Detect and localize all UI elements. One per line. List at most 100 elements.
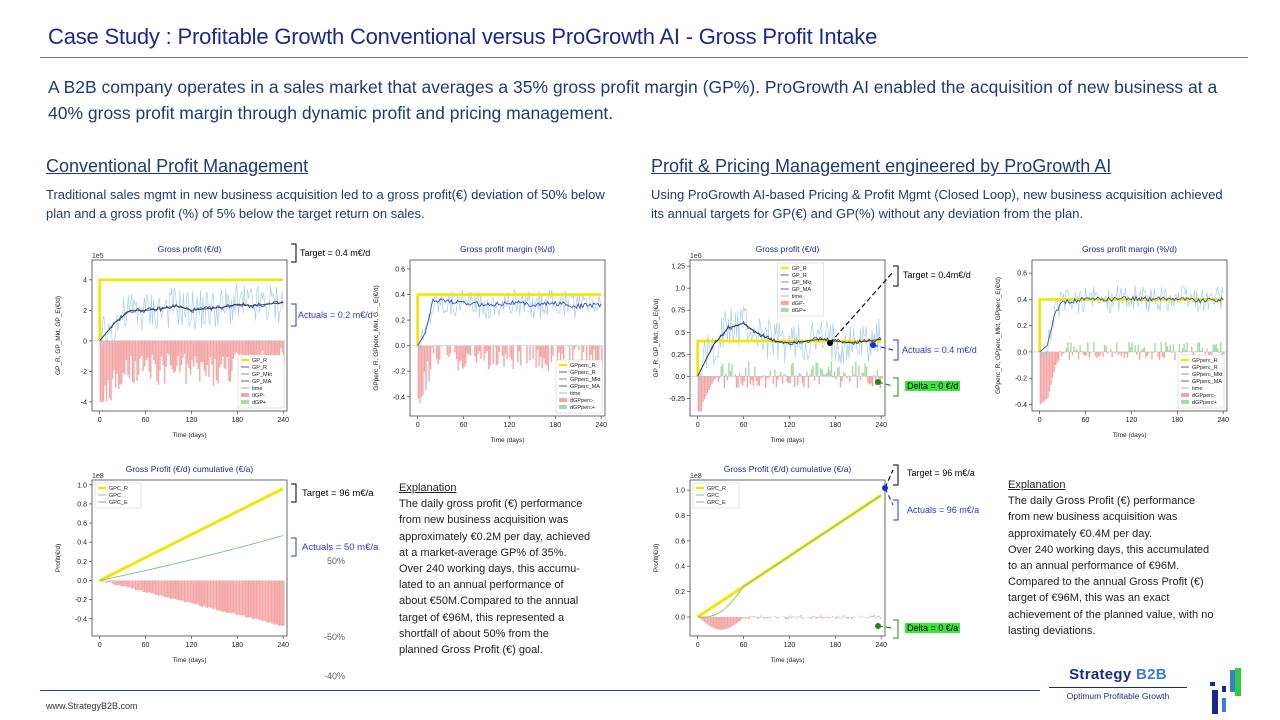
deviation-bar-positive <box>738 372 741 377</box>
y-tick-label: -2 <box>81 369 87 376</box>
deviation-bar-negative <box>728 616 730 628</box>
left-explanation-heading: Explanation <box>399 482 457 494</box>
moving-average-line <box>417 298 602 346</box>
deviation-bar-negative <box>821 616 823 619</box>
deviation-bar-positive <box>865 366 868 377</box>
deviation-bar-positive <box>826 372 828 377</box>
deviation-bar-negative <box>702 616 704 621</box>
website-link[interactable]: www.StrategyB2B.com <box>46 701 138 711</box>
deviation-bar-negative <box>121 580 123 587</box>
deviation-bar-negative <box>474 345 476 357</box>
deviation-bar-negative <box>232 340 235 359</box>
legend-label: GPperc_MA <box>1192 379 1222 385</box>
deviation-bar-negative <box>1209 351 1211 355</box>
legend-label: time <box>570 391 580 397</box>
explanation-line: The daily gross profit (€) performance <box>399 498 583 511</box>
deviation-bar-negative <box>186 340 189 364</box>
deviation-bar-negative <box>1158 351 1161 360</box>
deviation-bar-negative <box>113 580 115 585</box>
deviation-bar-negative <box>174 580 176 599</box>
deviation-bar-negative <box>185 340 187 384</box>
y-axis-label: GPperc_R, GPperc_Mkt, GPperc_E(€/d) <box>995 277 1002 394</box>
deviation-bar-negative <box>131 580 134 589</box>
deviation-bar-negative <box>795 616 797 618</box>
deviation-bar-negative <box>127 340 129 375</box>
deviation-bar-positive <box>1093 342 1095 352</box>
deviation-bar-negative <box>263 580 265 621</box>
legend-label: dGP+ <box>252 400 266 406</box>
deviation-bar-negative <box>212 580 215 609</box>
deviation-bar-negative <box>598 345 600 361</box>
deviation-bar-negative <box>102 340 105 402</box>
deviation-bar-negative <box>202 340 204 362</box>
legend-swatch <box>241 400 249 404</box>
deviation-bar-negative <box>503 345 505 367</box>
deviation-bar-negative <box>559 345 562 366</box>
target-cumulative-line <box>98 487 284 582</box>
deviation-bar-negative <box>569 345 571 366</box>
deviation-bar-negative <box>712 616 715 628</box>
deviation-bar-negative <box>1162 351 1164 357</box>
deviation-bar-negative <box>477 345 479 355</box>
y-tick-label: 0.6 <box>675 538 685 545</box>
deviation-bar-negative <box>705 616 707 624</box>
y-tick-label: 0.2 <box>77 559 87 566</box>
deviation-bar-negative <box>454 345 456 353</box>
x-tick-label: 120 <box>186 417 198 424</box>
deviation-bar-negative <box>229 580 232 613</box>
deviation-bar-negative <box>709 616 712 627</box>
deviation-bar-negative <box>777 616 779 619</box>
deviation-bar-negative <box>110 580 112 583</box>
y-tick-label: 0.2 <box>1017 323 1027 330</box>
deviation-bar-negative <box>214 340 216 360</box>
deviation-bar-negative <box>280 340 282 348</box>
y-tick-label: 1.0 <box>77 482 87 489</box>
deviation-bar-negative <box>581 345 583 361</box>
y-tick-label: 0 <box>83 338 87 345</box>
deviation-bar-positive <box>820 367 822 377</box>
deviation-bar-negative <box>881 376 883 379</box>
deviation-bar-negative <box>223 580 225 612</box>
explanation-line: about €50M.Compared to the annual <box>399 595 579 608</box>
legend-swatch <box>241 393 249 397</box>
deviation-bar-negative <box>209 580 212 608</box>
deviation-bar-negative <box>226 340 228 358</box>
deviation-bar-negative <box>1044 351 1046 401</box>
deviation-bar-negative <box>189 340 192 375</box>
deviation-bar-negative <box>263 340 265 369</box>
x-axis-label: Time (days) <box>172 657 206 664</box>
x-tick-label: 240 <box>875 422 887 429</box>
deviation-bar-negative <box>735 616 738 624</box>
deviation-bar-negative <box>235 580 238 615</box>
deviation-bar-negative <box>764 376 767 388</box>
deviation-bar-negative <box>150 340 152 379</box>
y-tick-label: -0.2 <box>1015 376 1027 383</box>
deviation-bar-negative <box>197 340 199 369</box>
deviation-bar-negative <box>183 340 186 355</box>
right-explanation-heading: Explanation <box>1008 479 1066 491</box>
deviation-bar-negative <box>244 580 247 618</box>
y-tick-label: 0.0 <box>675 614 685 621</box>
deviation-bar-negative <box>206 580 209 608</box>
deviation-bar-negative <box>815 616 817 619</box>
deviation-bar-positive <box>763 375 765 377</box>
deviation-bar-positive <box>878 615 880 617</box>
deviation-bar-positive <box>1206 348 1208 352</box>
deviation-bar-negative <box>850 616 852 619</box>
y-tick-label: 0.0 <box>1017 349 1027 356</box>
deviation-bar-negative <box>199 340 201 382</box>
deviation-bar-negative <box>248 340 250 366</box>
x-axis-label: Time (days) <box>172 432 206 439</box>
legend-label: GPC <box>707 493 719 499</box>
deviation-bar-positive <box>847 375 849 377</box>
deviation-bar-negative <box>1039 351 1042 405</box>
deviation-bar-negative <box>541 345 543 369</box>
deviation-bar-negative <box>274 580 276 625</box>
y-tick-label: -0.2 <box>393 369 405 376</box>
deviation-bar-negative <box>237 340 239 354</box>
deviation-bar-negative <box>231 340 233 372</box>
deviation-bar-negative <box>717 616 719 630</box>
deviation-bar-negative <box>824 616 826 618</box>
deviation-bar-negative <box>699 616 701 619</box>
